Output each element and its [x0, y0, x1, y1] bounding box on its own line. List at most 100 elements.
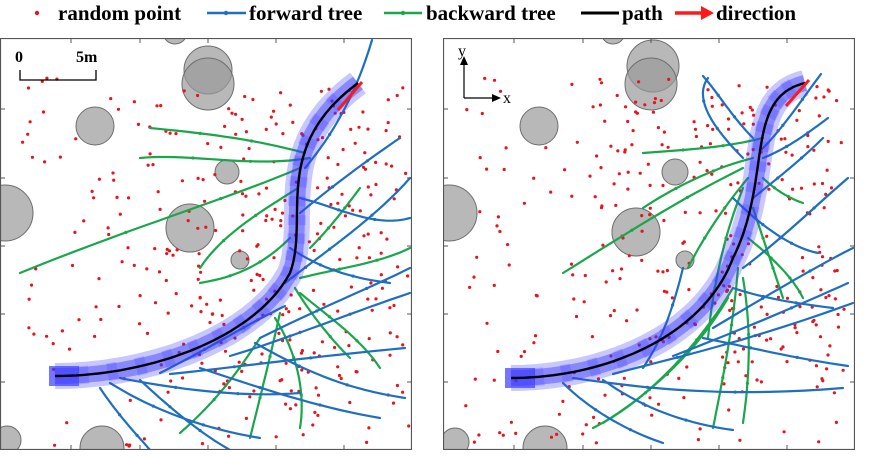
random-point	[648, 206, 652, 210]
random-point	[159, 418, 163, 422]
random-point	[584, 423, 588, 427]
random-point	[765, 234, 769, 238]
backward-tree-branch	[308, 186, 362, 250]
random-point	[41, 110, 46, 114]
random-point	[199, 270, 203, 274]
backward-tree-branch	[751, 206, 785, 300]
random-point	[661, 340, 665, 344]
random-point	[638, 171, 642, 175]
random-point	[338, 257, 342, 262]
random-point	[532, 176, 536, 180]
random-point	[388, 331, 392, 335]
random-point	[611, 269, 615, 273]
backward-tree-branch	[138, 155, 312, 163]
random-point	[357, 246, 361, 250]
random-point	[230, 111, 234, 115]
random-point	[329, 202, 333, 207]
random-point	[336, 309, 340, 313]
random-point	[687, 288, 691, 292]
obstacles	[0, 38, 250, 450]
random-point	[222, 382, 226, 386]
random-point	[90, 189, 94, 193]
random-point	[785, 296, 790, 300]
random-point	[32, 332, 36, 336]
random-point	[245, 257, 249, 261]
random-point	[284, 402, 288, 406]
random-point	[533, 334, 538, 338]
random-point	[299, 351, 304, 355]
random-point	[73, 230, 77, 234]
random-point	[617, 172, 621, 176]
forward-tree-branch	[98, 386, 152, 450]
random-point	[693, 322, 697, 326]
random-point	[667, 335, 671, 339]
random-point	[498, 229, 502, 234]
random-point	[683, 210, 687, 214]
random-point	[106, 226, 110, 230]
random-point	[661, 183, 665, 188]
random-point	[736, 360, 740, 364]
random-point	[45, 76, 49, 80]
random-point	[532, 341, 536, 345]
random-point	[737, 84, 741, 88]
forward-tree-branch	[253, 341, 407, 400]
random-point	[477, 433, 481, 437]
random-point	[132, 263, 136, 267]
random-point	[26, 132, 30, 136]
random-point	[355, 256, 359, 260]
random-point	[767, 187, 771, 191]
random-point	[626, 187, 630, 191]
random-point	[570, 194, 574, 198]
random-point	[351, 208, 355, 212]
random-point	[729, 183, 733, 187]
frame-ticks	[0, 38, 412, 450]
random-point	[752, 325, 756, 329]
random-point	[300, 132, 304, 136]
backward-tree-branch	[761, 176, 805, 205]
random-point	[213, 173, 217, 177]
random-point	[145, 331, 150, 335]
obstacle-circle	[519, 106, 559, 146]
random-point	[384, 162, 388, 166]
random-point	[279, 91, 283, 95]
random-point	[107, 232, 111, 237]
random-point	[240, 117, 244, 121]
random-point	[759, 380, 763, 384]
random-point	[661, 270, 665, 274]
random-point	[289, 389, 293, 393]
random-point	[51, 342, 55, 346]
random-point	[832, 391, 836, 395]
random-point	[257, 192, 261, 196]
random-point	[277, 331, 281, 335]
backward-tree-branch	[641, 156, 755, 210]
random-point	[814, 323, 818, 327]
random-point	[648, 183, 652, 187]
random-point	[582, 300, 586, 304]
random-point	[822, 206, 826, 210]
random-point	[509, 420, 513, 424]
random-point	[561, 399, 565, 403]
backward-tree-branch	[198, 186, 300, 270]
random-point	[214, 228, 218, 233]
random-point	[392, 197, 396, 201]
random-point	[698, 160, 702, 164]
random-point	[261, 277, 265, 282]
random-point	[369, 193, 373, 197]
random-point	[603, 119, 607, 123]
obstacle-circle	[181, 57, 235, 111]
random-point	[333, 111, 337, 115]
random-point	[242, 157, 246, 161]
random-point	[26, 86, 31, 90]
random-point	[741, 347, 746, 351]
random-point	[591, 105, 595, 109]
obstacle-circle	[164, 38, 186, 45]
random-point	[465, 108, 469, 112]
random-point	[251, 97, 255, 102]
random-point	[174, 132, 178, 136]
random-point	[522, 201, 526, 205]
random-point	[58, 155, 63, 159]
random-point	[519, 354, 523, 358]
random-point	[167, 249, 172, 253]
random-point	[311, 423, 315, 427]
random-point	[243, 94, 247, 99]
